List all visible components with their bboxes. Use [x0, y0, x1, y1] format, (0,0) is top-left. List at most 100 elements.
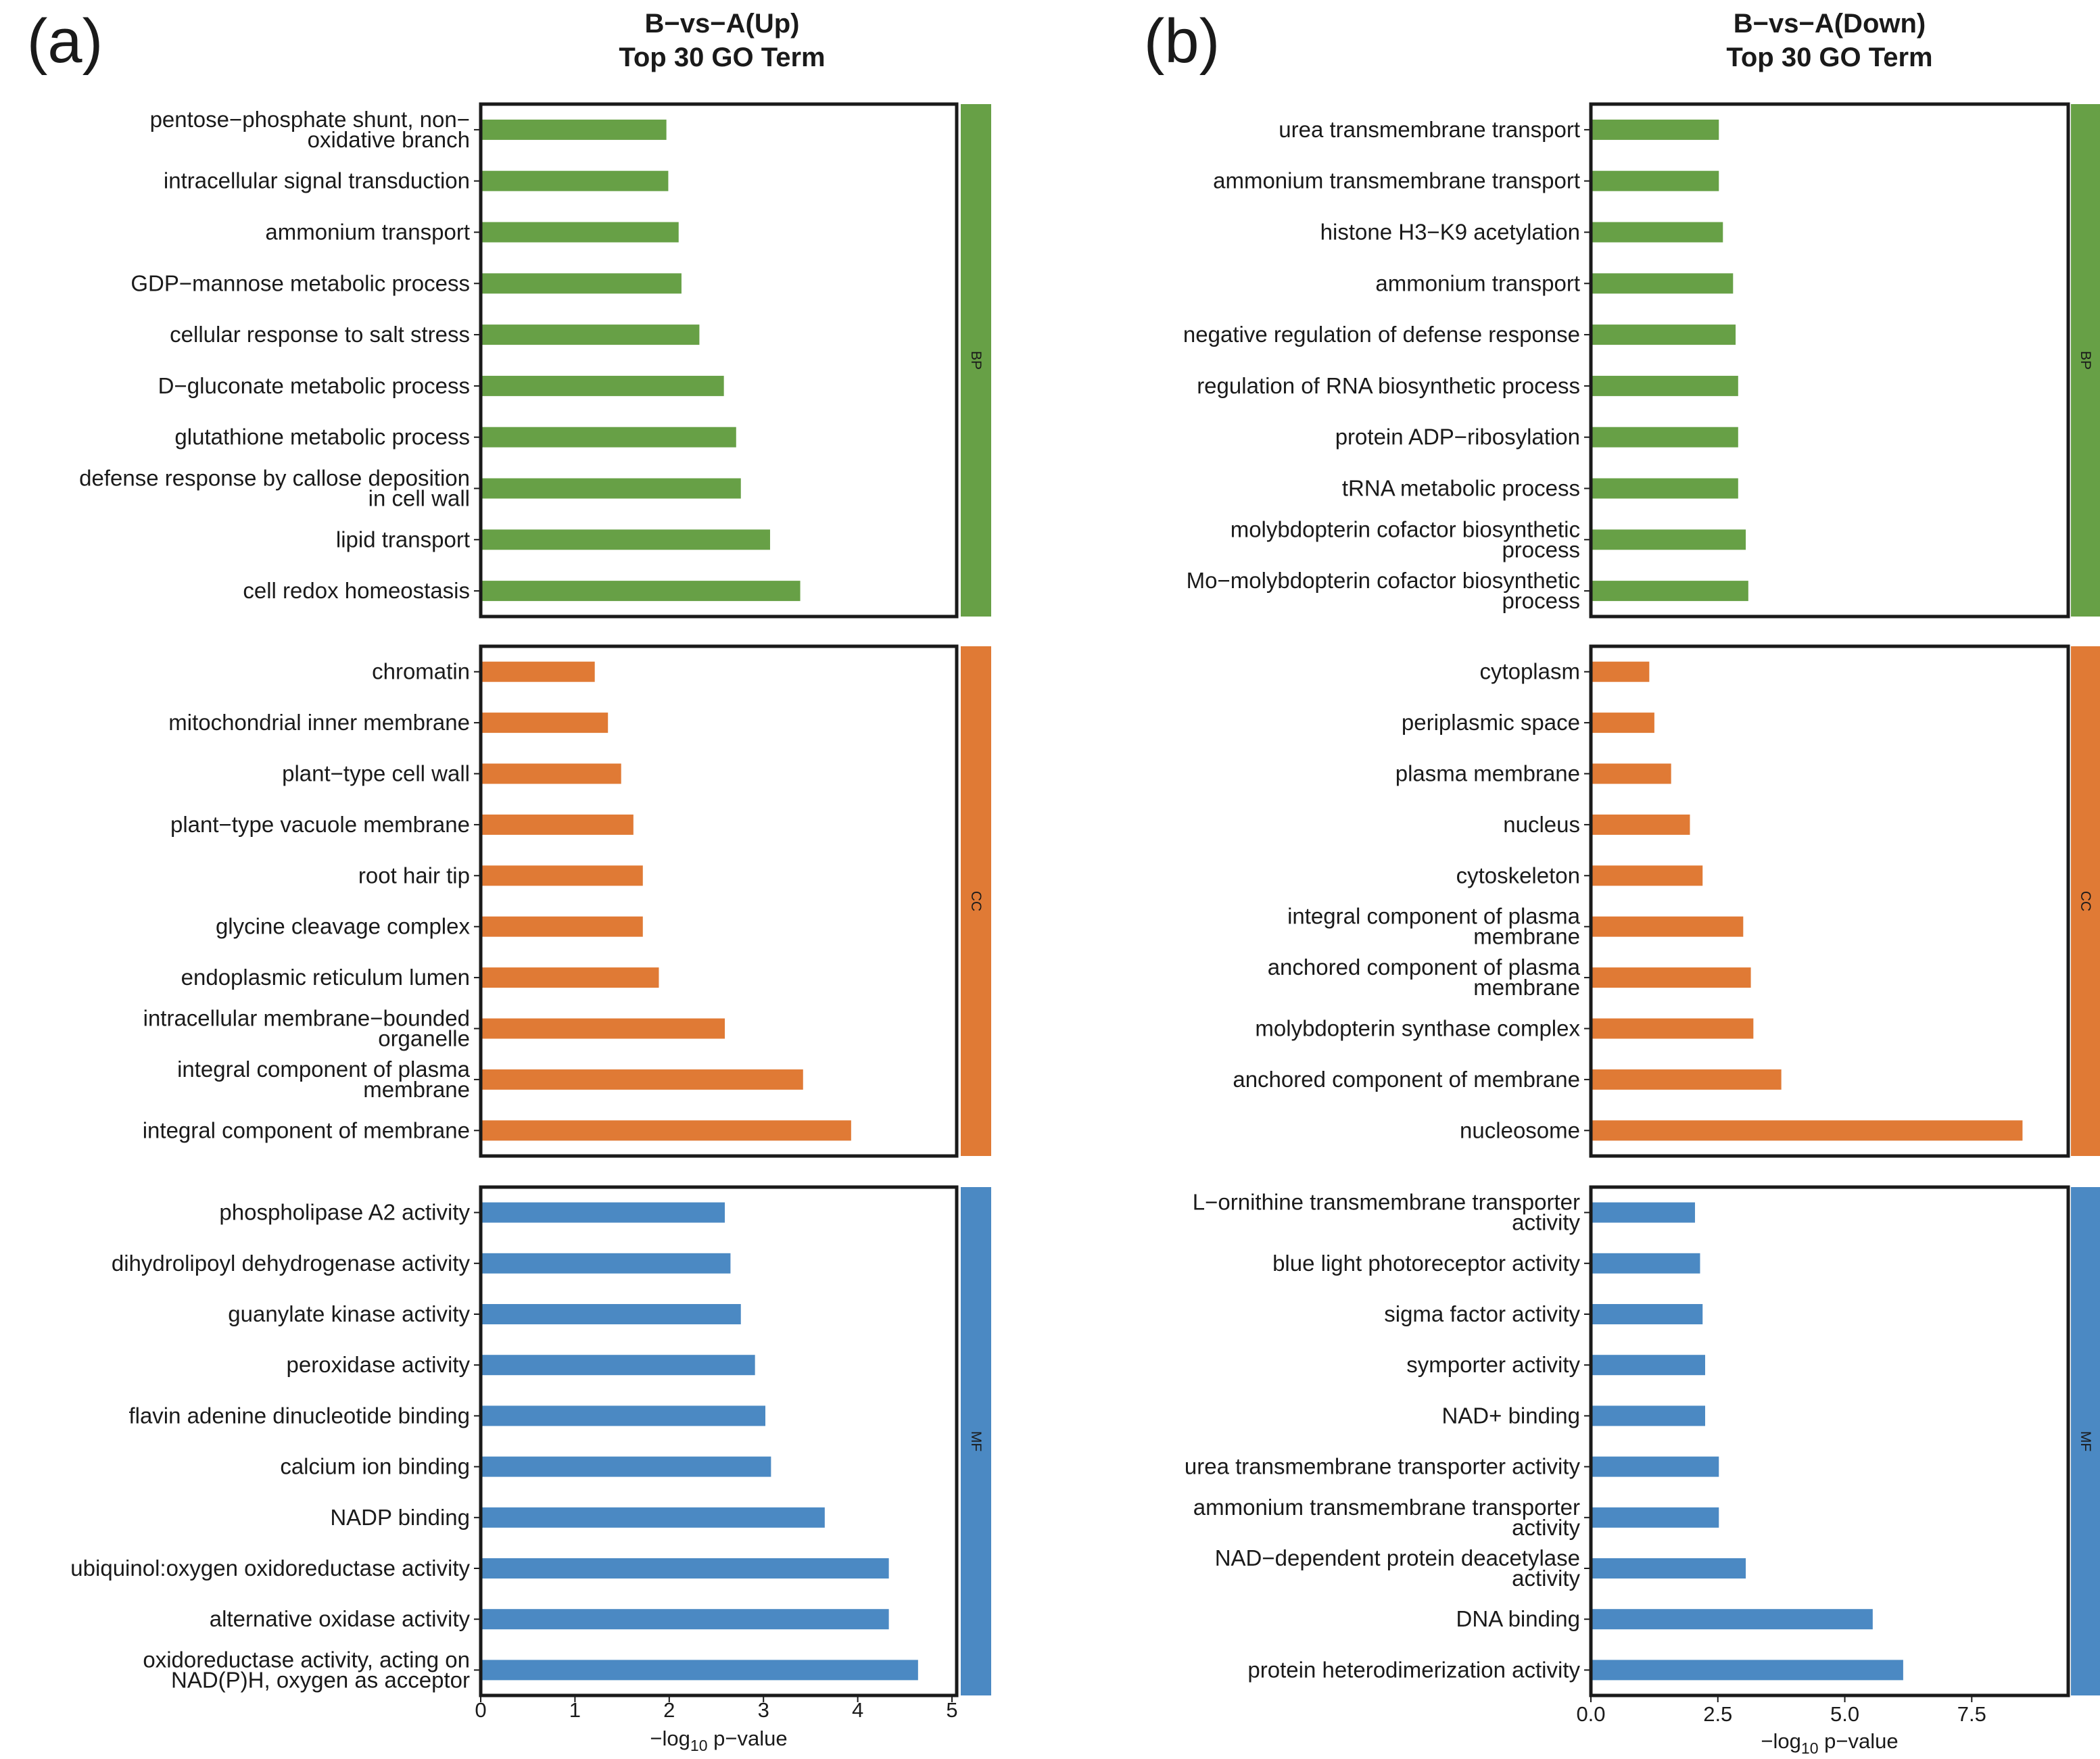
bar	[1591, 814, 1690, 835]
bar	[481, 478, 741, 499]
facet-cc: cytoplasm periplasmic space plasma membran…	[1233, 644, 2100, 1158]
x-tick-label: 7.5	[1957, 1702, 1986, 1726]
category-label: urea transmembrane transport	[1279, 117, 1580, 142]
category-label: nucleosome	[1460, 1117, 1580, 1142]
facet-strip-label: BP	[968, 351, 984, 370]
category-label: ubiquinol:oxygen oxidoreductase activity	[70, 1556, 470, 1581]
facet-mf: L−ornithine transmembrane transporter act…	[1185, 1185, 2100, 1697]
category-label: defense response by callose deposition in…	[79, 466, 470, 511]
facet-strip	[2071, 104, 2100, 617]
facet-mf: phospholipase A2 activity dihydrolipoyl d…	[70, 1185, 991, 1697]
chart-title-line1: B−vs−A(Up)	[645, 9, 800, 39]
bar	[1591, 273, 1734, 294]
bar	[1591, 1558, 1746, 1579]
category-label: phospholipase A2 activity	[219, 1200, 470, 1225]
bar	[481, 273, 682, 294]
bar	[481, 170, 669, 191]
category-label: histone H3−K9 acetylation	[1320, 220, 1580, 245]
x-tick-label: 3	[758, 1698, 769, 1722]
bar	[1591, 1405, 1705, 1426]
category-label: sigma factor activity	[1384, 1301, 1580, 1326]
category-label: endoplasmic reticulum lumen	[181, 965, 470, 990]
category-label: plant−type cell wall	[282, 761, 470, 786]
bar	[481, 324, 700, 345]
bar	[1591, 1456, 1719, 1477]
category-label: ammonium transmembrane transporter activi…	[1193, 1495, 1581, 1540]
category-label: integral component of membrane	[143, 1117, 470, 1142]
bar	[481, 1609, 889, 1630]
x-tick-label: 0.0	[1576, 1702, 1605, 1726]
category-label: ammonium transport	[1375, 270, 1580, 295]
bar	[1591, 661, 1650, 682]
category-label: plant−type vacuole membrane	[170, 812, 470, 837]
category-label: peroxidase activity	[287, 1352, 471, 1377]
facet-cc: chromatin mitochondrial inner membrane pla…	[143, 644, 991, 1158]
category-label: cytoskeleton	[1456, 863, 1580, 888]
category-label: glycine cleavage complex	[216, 914, 471, 939]
category-label: protein ADP−ribosylation	[1335, 425, 1580, 450]
facet-strip-label: MF	[2078, 1431, 2093, 1451]
facet-frame	[479, 102, 959, 619]
category-label: nucleus	[1503, 812, 1580, 837]
bar	[1591, 967, 1751, 988]
facet-strip-label: MF	[968, 1431, 984, 1451]
panel-label: (a)	[27, 7, 103, 76]
bar	[481, 1120, 851, 1141]
chart-panel-1: (a) B−vs−A(Up) Top 30 GO Term pentose−phosp…	[27, 7, 991, 1754]
chart-root: (a) B−vs−A(Up) Top 30 GO Term pentose−phosp…	[27, 7, 2100, 1757]
bar	[1591, 1304, 1703, 1324]
x-tick-label: 2	[663, 1698, 675, 1722]
x-axis-label: −log10 p−value	[1761, 1729, 1898, 1757]
bar	[481, 1456, 771, 1477]
facet-strip	[2071, 1187, 2100, 1695]
x-axis: 0 1 2 3 4 5 −log10 p−value	[475, 1695, 958, 1754]
category-label: GDP−mannose metabolic process	[130, 270, 470, 295]
chart-title-line1: B−vs−A(Down)	[1734, 9, 1926, 39]
bar	[481, 1069, 803, 1090]
bar	[1591, 1202, 1695, 1223]
chart-panel-2: (b) B−vs−A(Down) Top 30 GO Term urea transm…	[1144, 7, 2100, 1757]
category-label: oxidoreductase activity, acting on NAD(P)…	[143, 1647, 470, 1692]
bar	[1591, 581, 1748, 602]
bar	[481, 763, 621, 784]
category-label: NADP binding	[330, 1505, 470, 1530]
category-label: tRNA metabolic process	[1342, 476, 1580, 501]
bar	[1591, 1120, 2023, 1141]
category-label: calcium ion binding	[280, 1454, 470, 1479]
panel-label: (b)	[1144, 7, 1220, 76]
category-label: intracellular signal transduction	[164, 168, 470, 193]
bar	[481, 713, 608, 733]
bar	[481, 814, 634, 835]
category-label: lipid transport	[336, 527, 470, 552]
bar	[1591, 324, 1736, 345]
category-label: integral component of plasma membrane	[1287, 904, 1581, 949]
bar	[481, 1355, 755, 1376]
category-label: anchored component of membrane	[1233, 1067, 1580, 1092]
facet-frame	[1589, 102, 2070, 619]
category-label: NAD+ binding	[1441, 1403, 1580, 1428]
category-label: ammonium transport	[265, 220, 470, 245]
bar	[1591, 222, 1723, 243]
category-label: ammonium transmembrane transport	[1213, 168, 1580, 193]
bar	[1591, 865, 1703, 886]
bar	[481, 916, 643, 937]
category-label: guanylate kinase activity	[228, 1301, 470, 1326]
facet-strip	[961, 104, 991, 617]
bar	[481, 427, 736, 448]
chart-title-line2: Top 30 GO Term	[1726, 43, 1932, 72]
x-axis-label: −log10 p−value	[650, 1727, 787, 1754]
bar	[1591, 478, 1738, 499]
x-axis: 0.0 2.5 5.0 7.5 −log10 p−value	[1576, 1695, 2068, 1757]
category-label: molybdopterin synthase complex	[1255, 1016, 1580, 1041]
bar	[1591, 529, 1746, 550]
bar	[1591, 119, 1719, 140]
category-label: blue light photoreceptor activity	[1272, 1251, 1580, 1276]
bar	[1591, 1609, 1873, 1630]
x-tick-label: 1	[569, 1698, 581, 1722]
category-label: molybdopterin cofactor biosynthetic proce…	[1231, 516, 1580, 562]
category-label: urea transmembrane transporter activity	[1185, 1454, 1581, 1479]
facet-frame	[1589, 644, 2070, 1158]
bar	[481, 1405, 766, 1426]
category-label: integral component of plasma membrane	[177, 1057, 471, 1102]
